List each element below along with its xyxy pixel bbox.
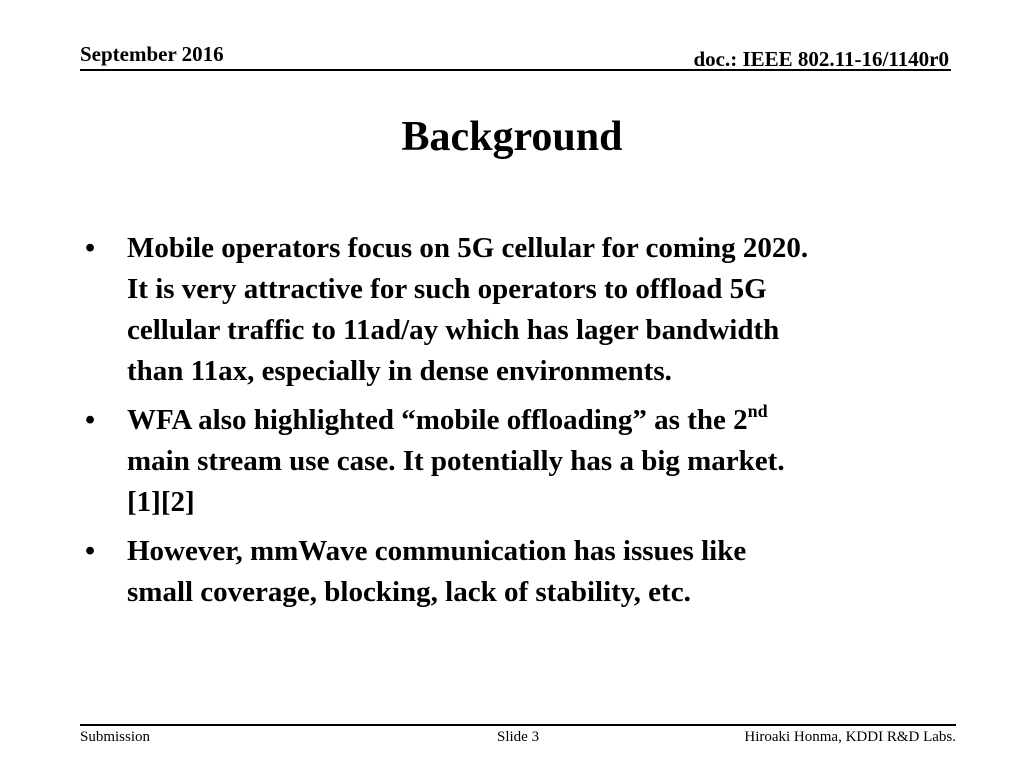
bullet-marker: • (85, 232, 96, 264)
header-date: September 2016 (80, 42, 224, 66)
bullet-text: WFA also highlighted “mobile offloading”… (127, 400, 965, 523)
bullet-line: WFA also highlighted “mobile offloading”… (127, 404, 748, 436)
bullet-line: main stream use case. It potentially has… (127, 445, 785, 477)
header-divider (80, 69, 951, 71)
bullet-line: It is very attractive for such operators… (127, 273, 767, 305)
bullet-item-operators: • Mobile operators focus on 5G cellular … (85, 228, 965, 392)
bullet-line: However, mmWave communication has issues… (127, 535, 747, 567)
footer-divider (80, 724, 956, 726)
footer-slide-number: Slide 3 (497, 729, 540, 745)
bullet-text: Mobile operators focus on 5G cellular fo… (127, 228, 965, 392)
bullet-text: However, mmWave communication has issues… (127, 531, 965, 613)
bullet-marker: • (85, 535, 96, 567)
bullet-line: [1][2] (127, 486, 195, 518)
bullet-marker: • (85, 404, 96, 436)
bullet-item-wfa: • WFA also highlighted “mobile offloadin… (85, 400, 965, 523)
slide-title: Background (401, 114, 623, 160)
bullet-line: Mobile operators focus on 5G cellular fo… (127, 232, 809, 264)
bullet-line: cellular traffic to 11ad/ay which has la… (127, 314, 780, 346)
bullet-list: • Mobile operators focus on 5G cellular … (85, 228, 965, 621)
ordinal-superscript: nd (747, 401, 768, 421)
bullet-line: small coverage, blocking, lack of stabil… (127, 576, 691, 608)
bullet-item-mmwave: • However, mmWave communication has issu… (85, 531, 965, 613)
bullet-line: than 11ax, especially in dense environme… (127, 355, 672, 387)
header-document-id: doc.: IEEE 802.11-16/1140r0 (693, 47, 949, 71)
footer-author: Hiroaki Honma, KDDI R&D Labs. (744, 729, 956, 745)
footer-submission: Submission (80, 729, 151, 745)
